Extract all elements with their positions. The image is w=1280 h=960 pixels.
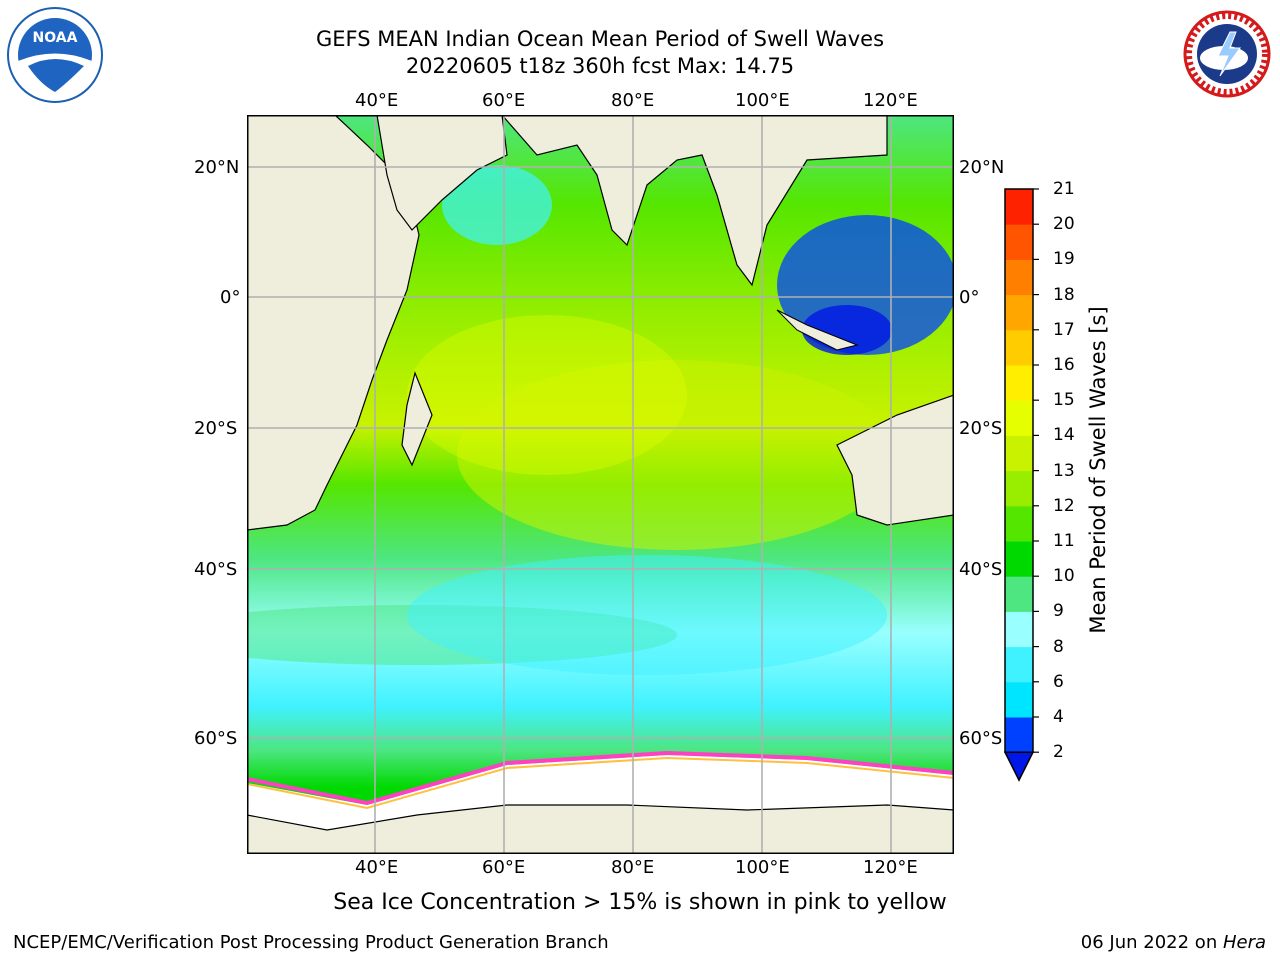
colorbar <box>1003 188 1039 782</box>
colorbar-segment <box>1005 365 1033 401</box>
colorbar-segment <box>1005 611 1033 648</box>
colorbar-tick-label: 12 <box>1053 495 1075 516</box>
africa-land <box>247 115 420 531</box>
lat-tick-left: 0° <box>220 287 241 308</box>
colorbar-segment <box>1005 224 1033 260</box>
colorbar-tick-label: 2 <box>1053 742 1064 763</box>
colorbar-segment <box>1005 681 1033 718</box>
sea-ice-edge-inner <box>247 756 954 810</box>
lat-tick-left: 20°S <box>194 418 238 439</box>
footer-date-text: 06 Jun 2022 on <box>1080 932 1223 953</box>
colorbar-tick-label: 21 <box>1053 179 1075 199</box>
colorbar-tick-label: 10 <box>1053 566 1075 587</box>
colorbar-tick-label: 8 <box>1053 636 1064 657</box>
lat-tick-right: 40°S <box>959 559 1003 580</box>
colorbar-tick-label: 17 <box>1053 319 1075 340</box>
sumatra-java-land <box>776 309 859 351</box>
map-title: GEFS MEAN Indian Ocean Mean Period of Sw… <box>315 27 885 51</box>
colorbar-segment <box>1005 189 1033 225</box>
arabian-sea-coast <box>442 165 552 245</box>
noaa-logo-text: NOAA <box>33 30 78 46</box>
lon-tick-top: 100°E <box>735 90 790 111</box>
peak-period-region <box>407 315 687 475</box>
swell-period-map <box>247 115 954 854</box>
colorbar-segment <box>1005 646 1033 683</box>
high-period-region <box>457 360 897 550</box>
lon-tick-top: 60°E <box>482 90 526 111</box>
lat-tick-right: 20°S <box>959 418 1003 439</box>
lon-tick-bottom: 120°E <box>863 857 918 878</box>
colorbar-tick-label: 14 <box>1053 425 1075 446</box>
lon-tick-top: 80°E <box>611 90 655 111</box>
lat-tick-left: 60°S <box>194 728 238 749</box>
map-subtitle: 20220605 t18z 360h fcst Max: 14.75 <box>405 54 795 78</box>
gridlines <box>247 115 954 854</box>
colorbar-tick-label: 20 <box>1053 214 1075 235</box>
colorbar-segment <box>1005 541 1033 577</box>
colorbar-tick-label: 19 <box>1053 249 1075 270</box>
lat-tick-right: 20°N <box>959 157 1005 178</box>
lon-tick-top: 40°E <box>355 90 399 111</box>
lat-tick-right: 0° <box>959 287 980 308</box>
colorbar-tick-label: 4 <box>1053 707 1064 727</box>
antarctica-land <box>247 804 954 854</box>
colorbar-segment <box>1005 505 1033 542</box>
asia-land <box>501 115 888 287</box>
colorbar-segment <box>1005 329 1033 366</box>
colorbar-tick-label: 13 <box>1053 460 1075 481</box>
sea-ice-caption: Sea Ice Concentration > 15% is shown in … <box>333 890 947 915</box>
sea-ice-edge <box>247 750 954 806</box>
footer-date: 06 Jun 2022 on Hera <box>1081 932 1266 953</box>
colorbar-tick-label: 15 <box>1053 390 1075 411</box>
lat-tick-left: 40°S <box>194 559 238 580</box>
southern-ocean-band <box>407 555 887 675</box>
lon-tick-bottom: 80°E <box>611 857 655 878</box>
colorbar-segment <box>1005 259 1033 296</box>
colorbar-tick-label: 16 <box>1053 355 1075 375</box>
footer-host: Hera <box>1222 932 1266 953</box>
colorbar-label: Mean Period of Swell Waves [s] <box>1086 306 1110 634</box>
footer-credit: NCEP/EMC/Verification Post Processing Pr… <box>13 932 609 953</box>
colorbar-segment <box>1005 576 1033 612</box>
lat-tick-left: 20°N <box>194 157 240 178</box>
nws-logo <box>1178 10 1276 98</box>
lon-tick-bottom: 100°E <box>735 857 790 878</box>
colorbar-tick-label: 18 <box>1053 284 1075 305</box>
lon-tick-bottom: 40°E <box>355 857 399 878</box>
madagascar-land <box>401 371 433 467</box>
colorbar-tick-label: 6 <box>1053 671 1064 692</box>
noaa-logo: NOAA <box>6 6 104 104</box>
colorbar-tick-label: 11 <box>1053 531 1075 551</box>
lon-tick-bottom: 60°E <box>482 857 526 878</box>
colorbar-segment <box>1005 470 1033 507</box>
colorbar-tick-label: 9 <box>1053 601 1064 622</box>
lon-tick-top: 120°E <box>863 90 918 111</box>
lat-tick-right: 60°S <box>959 728 1003 749</box>
colorbar-segment <box>1005 294 1033 331</box>
colorbar-segment <box>1005 717 1033 753</box>
map-frame <box>247 115 954 854</box>
colorbar-segment <box>1005 400 1033 436</box>
colorbar-segment <box>1005 435 1033 472</box>
colorbar-extend-arrow <box>1003 751 1035 782</box>
